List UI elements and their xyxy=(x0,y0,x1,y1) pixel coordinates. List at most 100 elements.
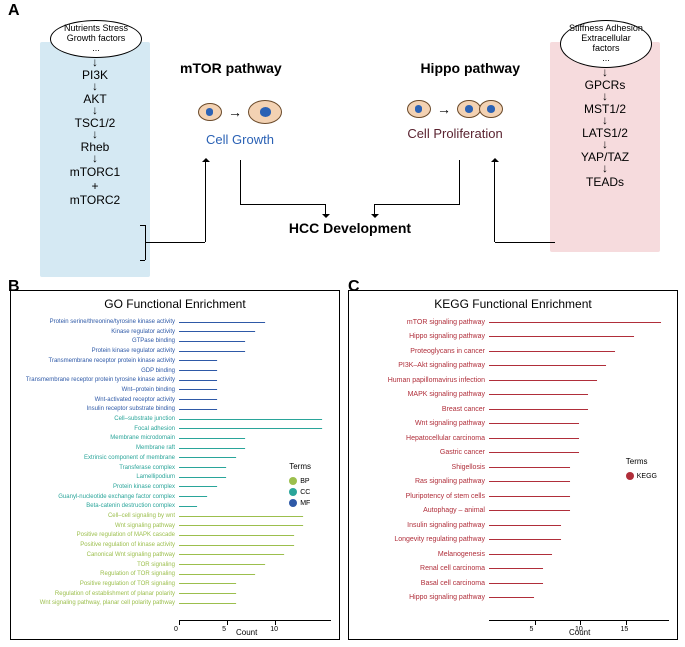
chart-row: Positive regulation of MAPK cascade12 xyxy=(179,530,304,540)
chart-row: Regulation of establishment of planar po… xyxy=(179,589,246,599)
chart-row: Ras signaling pathway9 xyxy=(489,477,583,487)
lollipop-line xyxy=(489,394,589,395)
chart-row: Membrane raft7 xyxy=(179,443,255,453)
lollipop-dot: 11 xyxy=(588,403,601,416)
lollipop-line xyxy=(489,351,616,352)
lollipop-line xyxy=(179,409,218,410)
lollipop-line xyxy=(489,336,635,337)
chart-row: Positive regulation of TOR signaling6 xyxy=(179,579,246,589)
row-label: Renal cell carcinoma xyxy=(420,565,485,572)
lollipop-line xyxy=(179,448,246,449)
chart-row: Renal cell carcinoma6 xyxy=(489,564,556,574)
lollipop-dot: 5 xyxy=(534,591,547,604)
chart-row: Transmembrane receptor protein kinase ac… xyxy=(179,356,227,366)
lollipop-dot: 8 xyxy=(255,327,265,337)
lollipop-dot: 4 xyxy=(217,366,227,376)
row-label: Insulin receptor substrate binding xyxy=(87,406,175,412)
cell-icon xyxy=(248,100,282,124)
lollipop-line xyxy=(489,597,535,598)
lollipop-line xyxy=(179,477,227,478)
connector xyxy=(240,204,325,205)
row-label: Ras signaling pathway xyxy=(415,478,485,485)
lollipop-dot: 3 xyxy=(207,492,217,502)
lollipop-line xyxy=(489,510,571,511)
row-label: Wnt-activated receptor activity xyxy=(95,397,175,403)
chart-row: Beta-catenin destruction complex2 xyxy=(179,501,207,511)
lollipop-line xyxy=(489,496,571,497)
chart-row: Canonical Wnt signaling pathway11 xyxy=(179,550,294,560)
row-label: Wnt signaling pathway, planar cell polar… xyxy=(40,600,175,606)
row-label: Focal adhesion xyxy=(134,426,175,432)
lollipop-line xyxy=(179,593,237,594)
lollipop-dot: 6 xyxy=(236,579,246,589)
lollipop-dot: 7 xyxy=(552,548,565,561)
chart-row: Melanogenesis7 xyxy=(489,549,565,559)
row-label: Positive regulation of kinase activity xyxy=(80,542,175,548)
lollipop-line xyxy=(489,568,544,569)
row-label: Regulation of TOR signaling xyxy=(100,571,175,577)
row-label: Longevity regulating pathway xyxy=(394,536,485,543)
cell-icon xyxy=(407,100,431,118)
connector xyxy=(494,160,495,242)
lollipop-dot: 10 xyxy=(579,432,592,445)
lollipop-line xyxy=(489,554,553,555)
row-label: mTOR signaling pathway xyxy=(407,319,485,326)
row-label: TOR signaling xyxy=(137,562,175,568)
lollipop-dot: 4 xyxy=(217,356,227,366)
row-label: Hippo signaling pathway xyxy=(409,333,485,340)
row-label: Gastric cancer xyxy=(440,449,485,456)
chart-row: Insulin receptor substrate binding4 xyxy=(179,404,227,414)
chart-row: Cell–cell signaling by wnt13 xyxy=(179,511,313,521)
row-label: Transmembrane receptor protein tyrosine … xyxy=(26,377,175,383)
lollipop-dot: 5 xyxy=(226,463,236,473)
lollipop-dot: 4 xyxy=(217,395,227,405)
chart-row: Lamellipodium5 xyxy=(179,472,236,482)
arrow-icon: → xyxy=(228,104,242,120)
chart-row: Cell–substrate junction15 xyxy=(179,414,332,424)
chart-row: Extrinsic component of membrane6 xyxy=(179,453,246,463)
arrow-down-icon: ↓ xyxy=(560,69,650,76)
lollipop-dot: 9 xyxy=(570,490,583,503)
cell-icon xyxy=(198,103,222,121)
lollipop-line xyxy=(489,438,580,439)
row-label: Beta-catenin destruction complex xyxy=(86,503,175,509)
lollipop-line xyxy=(179,380,218,381)
chart-row: MAPK signaling pathway11 xyxy=(489,390,601,400)
chart-row: Wnt signaling pathway13 xyxy=(179,521,313,531)
lollipop-dot: 16 xyxy=(634,330,647,343)
row-label: GTPase binding xyxy=(132,338,175,344)
chart-kegg-legend: Terms KEGG xyxy=(626,456,657,482)
chart-go: GO Functional Enrichment Protein serine/… xyxy=(10,290,340,640)
lollipop-dot: 2 xyxy=(197,501,207,511)
row-label: Hepatocellular carcinoma xyxy=(406,435,485,442)
chart-row: Basal cell carcinoma6 xyxy=(489,578,556,588)
lollipop-dot: 9 xyxy=(265,317,275,327)
chart-row: Gastric cancer10 xyxy=(489,448,592,458)
chart-go-legend: Terms BPCCMF xyxy=(289,461,311,509)
lollipop-dot: 13 xyxy=(303,521,313,531)
row-label: Hippo signaling pathway xyxy=(409,594,485,601)
lollipop-line xyxy=(489,525,562,526)
row-label: Cell–substrate junction xyxy=(114,416,175,422)
lollipop-line xyxy=(489,539,562,540)
chart-row: Hepatocellular carcinoma10 xyxy=(489,433,592,443)
arrow-down-icon: ↓ xyxy=(50,83,140,90)
pathway-node: TEADs xyxy=(560,175,650,189)
lollipop-dot: 19 xyxy=(661,316,674,329)
chart-row: Guanyl-nucleotide exchange factor comple… xyxy=(179,492,217,502)
lollipop-dot: 8 xyxy=(561,519,574,532)
chart-row: Pluripotency of stem cells9 xyxy=(489,491,583,501)
cell-icon xyxy=(479,100,503,118)
row-label: Transferase complex xyxy=(119,465,175,471)
legend-item: BP xyxy=(289,476,311,487)
hippo-stimulus: Stiffness Adhesion Extracellular factors… xyxy=(560,20,652,68)
lollipop-line xyxy=(179,516,304,517)
lollipop-line xyxy=(179,554,285,555)
chart-row: Protein serine/threonine/tyrosine kinase… xyxy=(179,317,275,327)
chart-row: Protein kinase regulator activity7 xyxy=(179,346,255,356)
chart-row: Wnt signaling pathway, planar cell polar… xyxy=(179,598,246,608)
row-label: Extrinsic component of membrane xyxy=(84,455,175,461)
axis-tick: 5 xyxy=(227,621,228,625)
row-label: Autophagy – animal xyxy=(423,507,485,514)
lollipop-line xyxy=(179,389,218,390)
